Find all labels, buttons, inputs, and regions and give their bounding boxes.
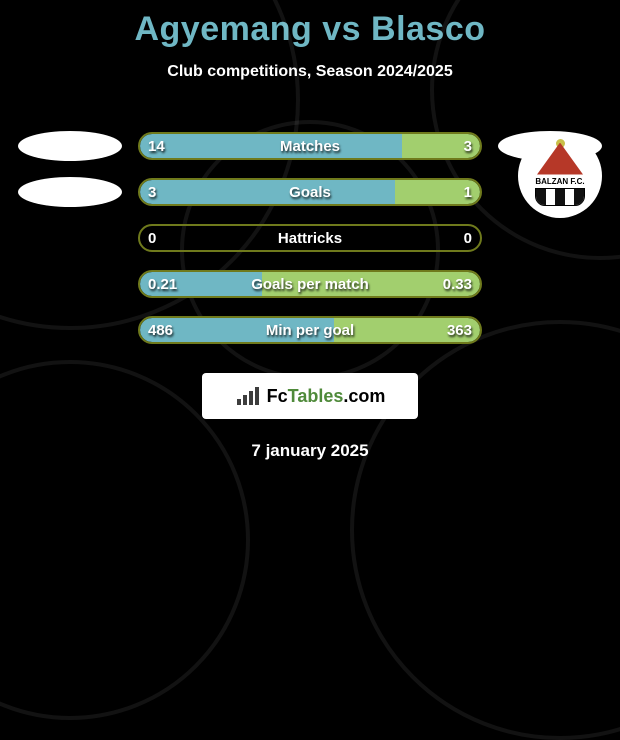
right-club-badge: BALZAN F.C. <box>518 163 602 191</box>
stat-row: Goals per match0.21 0.33 <box>0 261 620 307</box>
stat-row: BALZAN F.C. Goals3 1 <box>0 169 620 215</box>
stat-right-value: 0 <box>464 215 472 261</box>
stat-left-value: 14 <box>148 123 165 169</box>
stat-right-value: 1 <box>464 169 472 215</box>
stat-right-value: 363 <box>447 307 472 353</box>
stat-left-value: 0 <box>148 215 156 261</box>
stat-bar: Matches <box>138 132 482 160</box>
left-player-placeholder <box>18 132 122 160</box>
stat-label: Goals <box>140 180 480 204</box>
stat-left-value: 3 <box>148 169 156 215</box>
stat-row: Min per goal486 363 <box>0 307 620 353</box>
stat-bar: Hattricks <box>138 224 482 252</box>
stat-left-value: 486 <box>148 307 173 353</box>
right-club-name: BALZAN F.C. <box>535 177 584 186</box>
stat-right-value: 3 <box>464 123 472 169</box>
logo-text: FcTables.com <box>267 386 386 407</box>
bar-chart-icon <box>235 385 261 407</box>
stat-right-value: 0.33 <box>443 261 472 307</box>
stat-label: Goals per match <box>140 272 480 296</box>
stat-bar: Goals <box>138 178 482 206</box>
stat-label: Hattricks <box>140 226 480 250</box>
stat-label: Matches <box>140 134 480 158</box>
stat-left-value: 0.21 <box>148 261 177 307</box>
left-club-placeholder <box>18 178 122 206</box>
stat-label: Min per goal <box>140 318 480 342</box>
comparison-stats: Matches143BALZAN F.C.Goals31Hattricks00G… <box>0 123 620 353</box>
stat-row: Hattricks0 0 <box>0 215 620 261</box>
stat-bar: Min per goal <box>138 316 482 344</box>
stat-bar: Goals per match <box>138 270 482 298</box>
